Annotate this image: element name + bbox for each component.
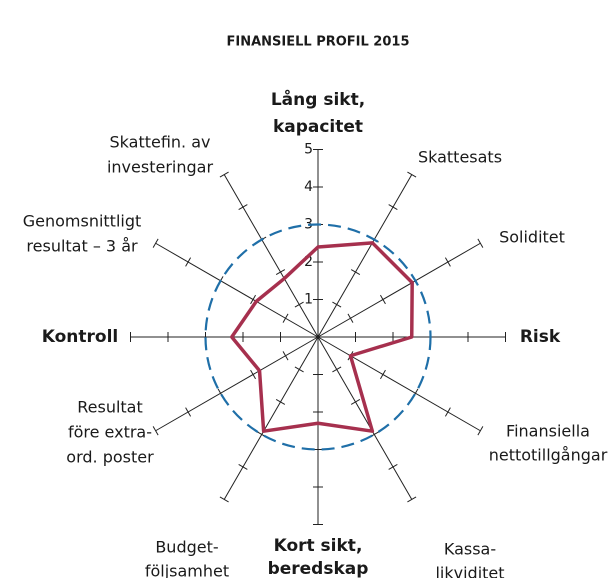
category-label: Resultat <box>77 398 143 417</box>
category-label: Lång sikt, <box>271 88 365 110</box>
category-label: Risk <box>520 327 561 347</box>
tick-mark <box>250 294 256 305</box>
tick-mark <box>407 171 417 178</box>
tick-mark <box>332 366 342 373</box>
tick-mark <box>275 269 286 275</box>
axis <box>317 174 413 338</box>
axis <box>317 242 481 338</box>
tick-mark <box>294 366 304 373</box>
tick-mark <box>350 269 361 275</box>
category-label: följsamhet <box>145 562 229 578</box>
category-label: Skattefin. av <box>110 133 211 152</box>
category-label: Finansiella <box>506 422 590 441</box>
axis <box>317 336 413 500</box>
axis <box>155 336 319 432</box>
axis <box>155 242 319 338</box>
category-label: kapacitet <box>273 117 363 137</box>
tick-mark <box>238 204 248 211</box>
category-label: investeringar <box>107 158 213 177</box>
tick-mark <box>380 369 386 380</box>
axis <box>317 336 481 432</box>
category-label: beredskap <box>268 559 369 578</box>
category-label: resultat – 3 år <box>26 237 138 256</box>
tick-mark <box>332 301 342 308</box>
data-line <box>230 241 414 433</box>
category-label: Kort sikt, <box>274 536 363 556</box>
r-tick-label: 4 <box>304 179 313 195</box>
tick-mark <box>444 407 451 417</box>
category-label: Budget- <box>155 538 218 557</box>
tick-mark <box>185 257 192 267</box>
tick-mark <box>380 294 386 305</box>
tick-mark <box>219 496 229 503</box>
category-label: Skattesats <box>418 148 502 167</box>
tick-mark <box>152 426 159 436</box>
tick-mark <box>238 463 248 470</box>
tick-mark <box>294 301 304 308</box>
tick-mark <box>350 399 361 405</box>
r-tick-label: 2 <box>304 254 313 270</box>
tick-mark <box>388 463 398 470</box>
tick-mark <box>152 238 159 248</box>
tick-mark <box>444 257 451 267</box>
category-label: Kassa- <box>444 540 496 559</box>
axis <box>223 336 319 500</box>
tick-mark <box>477 426 484 436</box>
tick-mark <box>407 496 417 503</box>
tick-mark <box>282 313 289 323</box>
reference-circle <box>204 223 432 451</box>
tick-mark <box>219 171 229 178</box>
category-label: Soliditet <box>499 228 565 247</box>
category-label: Kontroll <box>42 327 119 347</box>
tick-mark <box>185 407 192 417</box>
tick-mark <box>250 369 256 380</box>
category-label: före extra- <box>68 423 152 442</box>
axis <box>223 174 319 338</box>
category-label: likviditet <box>435 564 504 578</box>
chart-title: FINANSIELL PROFIL 2015 <box>226 35 409 50</box>
r-tick-label: 1 <box>304 292 313 308</box>
category-label: Genomsnittligt <box>23 212 142 231</box>
category-label: nettotillgångar <box>489 446 608 465</box>
tick-mark <box>388 204 398 211</box>
tick-mark <box>347 313 354 323</box>
r-tick-label: 5 <box>304 142 313 158</box>
tick-mark <box>275 399 286 405</box>
category-label: ord. poster <box>66 448 154 467</box>
tick-mark <box>477 238 484 248</box>
tick-mark <box>282 351 289 361</box>
